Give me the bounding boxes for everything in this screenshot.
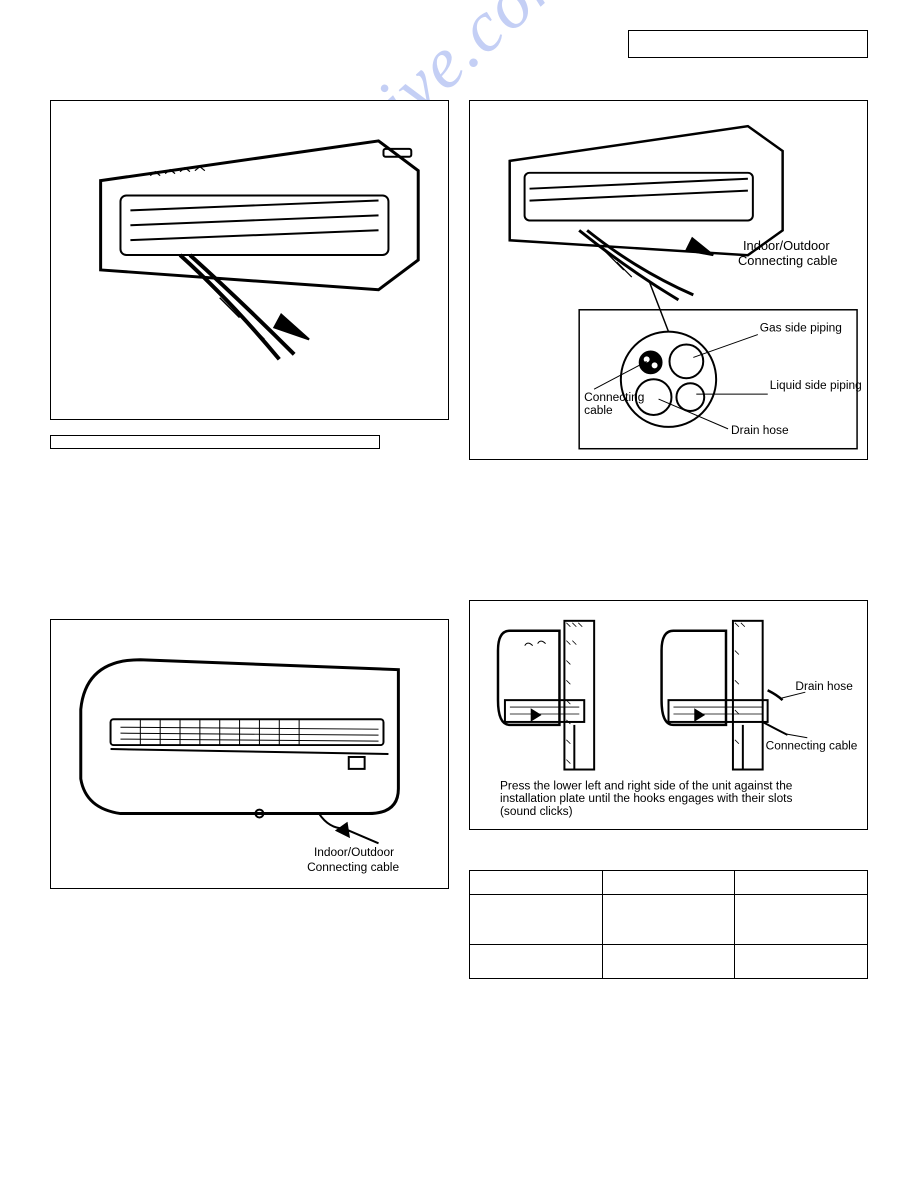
caption-box-1 (50, 435, 380, 449)
conn-cable-label-2: cable (584, 403, 613, 417)
spec-table (469, 870, 868, 979)
right-column: Indoor/Outdoor Connecting cable (469, 100, 868, 979)
header-box (628, 30, 868, 58)
mounting-caption-3: (sound clicks) (500, 804, 573, 818)
liquid-piping-label: Liquid side piping (770, 378, 862, 392)
figure-front-cable: Indoor/Outdoor Connecting cable (50, 619, 449, 889)
figure-piping-back (50, 100, 449, 420)
conn-cable-label: Connecting (584, 390, 644, 404)
figure-mounting: Drain hose Connecting cable Press the lo… (469, 600, 868, 830)
connecting-cable-label-2: Connecting cable (307, 860, 399, 874)
gas-piping-label: Gas side piping (760, 321, 842, 335)
connecting-cable-label-3: Connecting cable (766, 739, 858, 753)
connecting-cable-label: Indoor/Outdoor (314, 845, 394, 859)
drain-hose-label-2: Drain hose (795, 679, 853, 693)
drain-hose-label: Drain hose (731, 423, 789, 437)
io-cable-label-2: Connecting cable (738, 253, 838, 268)
figure-piping-bundle: Indoor/Outdoor Connecting cable (469, 100, 868, 460)
left-column: Indoor/Outdoor Connecting cable (50, 100, 449, 979)
io-cable-label: Indoor/Outdoor (743, 238, 830, 253)
